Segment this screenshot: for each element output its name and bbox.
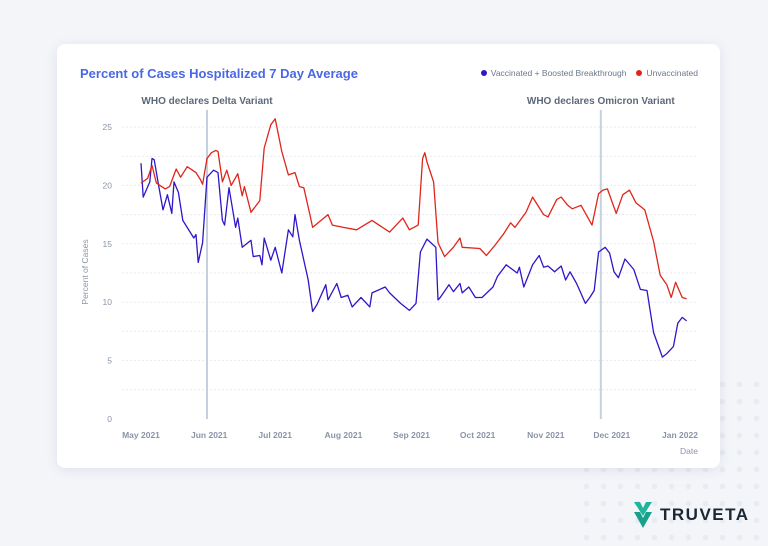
annotation-label: WHO declares Delta Variant — [141, 96, 273, 107]
x-tick-label: Jun 2021 — [191, 430, 228, 440]
x-tick-label: Jul 2021 — [258, 430, 292, 440]
y-tick-label: 20 — [103, 180, 113, 190]
x-axis-title: Date — [680, 446, 698, 456]
chart-card — [57, 44, 720, 468]
x-tick-label: Jan 2022 — [662, 430, 698, 440]
x-tick-label: Dec 2021 — [593, 430, 630, 440]
x-tick-label: May 2021 — [122, 430, 160, 440]
x-tick-label: Aug 2021 — [325, 430, 363, 440]
y-axis-title: Percent of Cases — [80, 239, 90, 304]
x-tick-label: Nov 2021 — [527, 430, 565, 440]
legend-marker-unvaccinated — [636, 70, 643, 76]
series-line-unvaccinated — [140, 118, 687, 300]
truveta-logo-icon — [634, 502, 652, 528]
x-tick-label: Sep 2021 — [393, 430, 430, 440]
series-line-vaccinated — [140, 157, 688, 358]
legend-label-unvaccinated: Unvaccinated — [646, 68, 698, 78]
legend-label-vaccinated: Vaccinated + Boosted Breakthrough — [490, 68, 627, 78]
x-tick-label: Oct 2021 — [460, 430, 496, 440]
legend-item-vaccinated[interactable]: Vaccinated + Boosted Breakthrough — [480, 68, 627, 78]
legend-item-unvaccinated[interactable]: Unvaccinated — [636, 68, 698, 78]
y-tick-label: 25 — [103, 122, 113, 132]
legend: Vaccinated + Boosted Breakthrough Unvacc… — [480, 68, 698, 78]
y-tick-label: 5 — [107, 356, 112, 366]
y-tick-label: 15 — [103, 239, 113, 249]
truveta-logo: TRUVETA — [632, 500, 750, 530]
annotation-label: WHO declares Omicron Variant — [527, 96, 675, 107]
y-tick-label: 10 — [103, 297, 113, 307]
truveta-logo-text: TRUVETA — [660, 505, 750, 524]
y-tick-label: 0 — [107, 414, 112, 424]
chart-title: Percent of Cases Hospitalized 7 Day Aver… — [80, 66, 358, 81]
legend-marker-vaccinated — [480, 70, 487, 76]
